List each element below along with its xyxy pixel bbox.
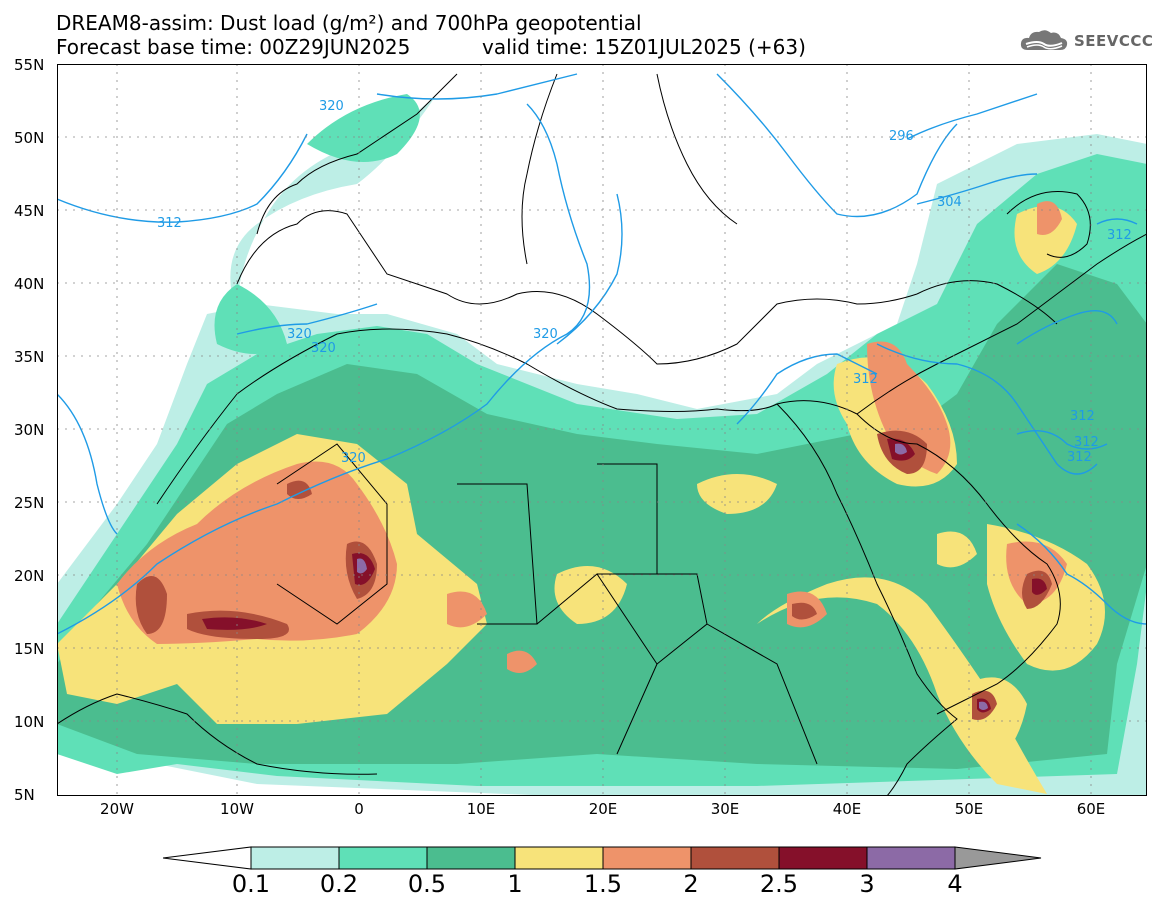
colorbar-swatch (250, 846, 340, 870)
lat-label: 25N (14, 494, 45, 512)
colorbar-label: 3 (859, 870, 875, 898)
lat-label: 40N (14, 275, 45, 293)
coastline-arabia (776, 400, 1061, 715)
lon-label: 10W (220, 800, 254, 818)
seevccc-logo: SEEVCCC (1018, 28, 1153, 54)
map-title: DREAM8-assim: Dust load (g/m²) and 700hP… (56, 11, 642, 35)
contour-label: 320 (319, 99, 344, 114)
contour-label: 320 (311, 341, 336, 356)
lat-label: 15N (14, 640, 45, 658)
colorbar-swatch (338, 846, 428, 870)
dust-band-2 (135, 576, 167, 634)
colorbar-under-triangle (163, 846, 252, 870)
dust-load-map: 320 312 296 304 312 320 320 320 312 312 … (57, 64, 1147, 796)
colorbar-label: 0.2 (319, 870, 359, 898)
lon-label: 50E (954, 800, 984, 818)
colorbar-swatch (514, 846, 604, 870)
contour-label: 312 (1107, 228, 1132, 243)
contour-label: 304 (937, 195, 962, 210)
contour-label: 320 (287, 327, 312, 342)
colorbar-label: 2 (683, 870, 699, 898)
lat-label: 20N (14, 567, 45, 585)
lon-label: 10E (466, 800, 496, 818)
forecast-base-time: Forecast base time: 00Z29JUN2025 (56, 35, 411, 59)
lat-label: 45N (14, 202, 45, 220)
lat-label: 55N (14, 56, 45, 74)
colorbar-label: 0.1 (231, 870, 271, 898)
colorbar-swatch (778, 846, 868, 870)
colorbar-label: 1.5 (583, 870, 623, 898)
contour-label: 320 (533, 327, 558, 342)
lon-label: 0 (354, 800, 364, 818)
colorbar-label: 4 (947, 870, 963, 898)
colorbar-label: 0.5 (407, 870, 447, 898)
coastline-europe (236, 210, 918, 365)
contour-label: 312 (1070, 409, 1095, 424)
dust-band-1.5 (117, 461, 397, 644)
colorbar-label: 1 (507, 870, 523, 898)
lon-label: 40E (832, 800, 862, 818)
lon-label: 30E (710, 800, 740, 818)
lat-label: 10N (14, 713, 45, 731)
logo-text: SEEVCCC (1074, 32, 1154, 50)
contour-label: 312 (853, 372, 878, 387)
cloud-icon (1020, 30, 1068, 50)
lat-label: 30N (14, 421, 45, 439)
contour-label: 312 (157, 216, 182, 231)
lat-label: 35N (14, 348, 45, 366)
coastline-africa (156, 328, 958, 796)
contour-label: 320 (341, 451, 366, 466)
colorbar-label: 2.5 (759, 870, 799, 898)
contour-label: 312 (1074, 435, 1099, 450)
colorbar (163, 846, 1042, 870)
lon-label: 20E (588, 800, 618, 818)
colorbar-over-triangle (954, 846, 1042, 870)
contour-label: 296 (889, 129, 914, 144)
valid-time: valid time: 15Z01JUL2025 (+63) (482, 35, 806, 59)
colorbar-swatch (690, 846, 780, 870)
lon-label: 20W (100, 800, 134, 818)
lat-label: 5N (14, 786, 35, 804)
contour-label: 312 (1067, 450, 1092, 465)
colorbar-swatch (426, 846, 516, 870)
lat-label: 50N (14, 129, 45, 147)
colorbar-swatch (602, 846, 692, 870)
lon-label: 60E (1076, 800, 1106, 818)
colorbar-swatch (866, 846, 956, 870)
dust-band-2.5 (202, 617, 267, 630)
